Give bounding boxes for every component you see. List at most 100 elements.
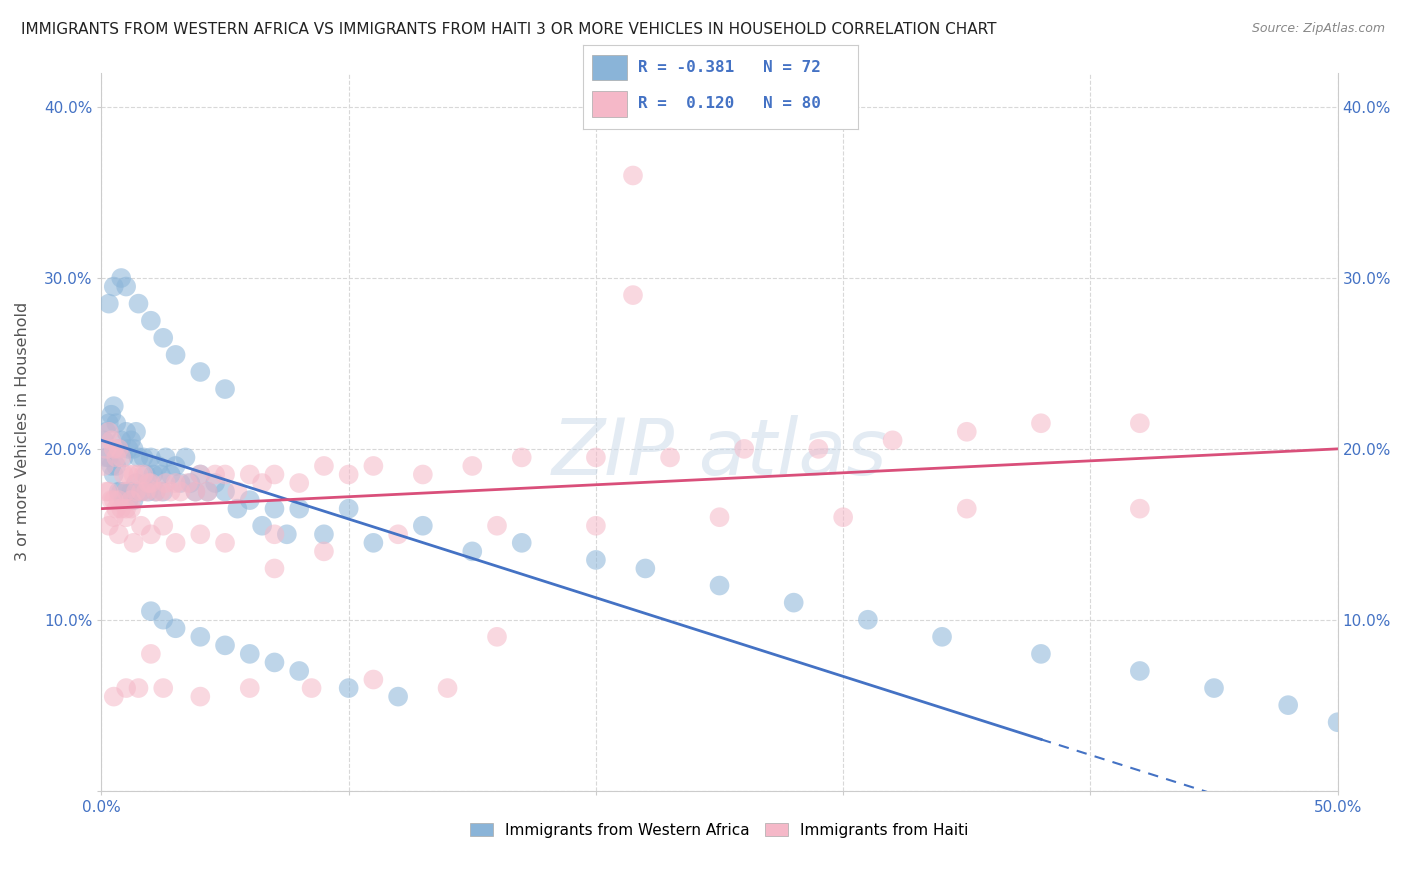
Point (197, 484, 219, 499)
Point (155, 450, 177, 465)
Point (139, 647, 162, 661)
Point (115, 279, 138, 293)
Point (188, 467, 211, 482)
Point (214, 382, 236, 396)
Point (832, 510, 855, 524)
Point (139, 450, 162, 465)
Point (659, 450, 682, 465)
Point (139, 476, 162, 491)
Point (139, 314, 162, 328)
Point (585, 450, 607, 465)
Point (363, 458, 385, 473)
Y-axis label: 3 or more Vehicles in Household: 3 or more Vehicles in Household (15, 302, 30, 561)
Point (621, 169, 644, 183)
Point (931, 630, 953, 644)
Point (100, 434, 122, 448)
Point (129, 518, 152, 533)
Point (120, 484, 142, 499)
Point (103, 279, 125, 293)
Point (276, 527, 298, 541)
Point (110, 484, 132, 499)
Point (145, 484, 167, 499)
Legend: Immigrants from Western Africa, Immigrants from Haiti: Immigrants from Western Africa, Immigran… (464, 817, 974, 844)
Point (159, 484, 181, 499)
Point (250, 518, 273, 533)
Point (634, 561, 657, 575)
Point (250, 476, 273, 491)
Point (105, 458, 128, 473)
Point (138, 484, 160, 499)
Point (337, 681, 360, 695)
Point (165, 476, 187, 491)
Point (120, 501, 142, 516)
Point (1129, 416, 1152, 430)
Point (96, 425, 118, 439)
Point (100, 408, 122, 422)
Point (263, 656, 285, 670)
Point (461, 458, 484, 473)
Point (105, 416, 128, 430)
Point (461, 544, 484, 558)
Point (165, 348, 187, 362)
Point (139, 527, 162, 541)
Point (363, 536, 385, 550)
Point (139, 604, 162, 618)
Point (263, 467, 285, 482)
Point (120, 434, 142, 448)
Point (115, 484, 138, 499)
Point (159, 467, 181, 482)
Point (152, 518, 174, 533)
Point (263, 501, 285, 516)
Point (807, 442, 830, 456)
Point (152, 484, 174, 499)
Point (337, 501, 360, 516)
Point (436, 681, 458, 695)
Point (1202, 681, 1225, 695)
Point (96, 450, 118, 465)
Point (122, 467, 145, 482)
Point (115, 510, 138, 524)
Point (93, 458, 115, 473)
Point (132, 467, 155, 482)
Point (96, 484, 118, 499)
Point (204, 476, 226, 491)
Point (135, 484, 157, 499)
Point (1277, 698, 1299, 713)
Point (288, 664, 311, 678)
Point (148, 458, 170, 473)
Point (204, 467, 226, 482)
Point (387, 690, 409, 704)
Point (96, 442, 118, 456)
Point (312, 527, 335, 541)
Point (337, 467, 360, 482)
Point (149, 467, 172, 482)
Point (485, 518, 508, 533)
Bar (592, 54, 627, 80)
Point (214, 484, 236, 499)
Point (107, 484, 129, 499)
Point (733, 442, 755, 456)
Point (97, 425, 120, 439)
Point (115, 425, 138, 439)
Point (103, 399, 125, 413)
Text: Source: ZipAtlas.com: Source: ZipAtlas.com (1251, 22, 1385, 36)
Point (117, 442, 139, 456)
Point (1129, 501, 1152, 516)
Point (188, 365, 211, 379)
Point (110, 501, 132, 516)
Point (882, 434, 904, 448)
Point (122, 442, 145, 456)
Point (105, 450, 128, 465)
Point (177, 476, 200, 491)
Point (165, 621, 187, 635)
Point (132, 450, 155, 465)
Point (107, 493, 129, 508)
Point (188, 690, 211, 704)
Point (110, 450, 132, 465)
Point (239, 647, 262, 661)
Point (117, 467, 139, 482)
Point (103, 467, 125, 482)
Point (1326, 715, 1348, 730)
Text: ZIP atlas: ZIP atlas (551, 416, 887, 491)
Point (115, 484, 138, 499)
